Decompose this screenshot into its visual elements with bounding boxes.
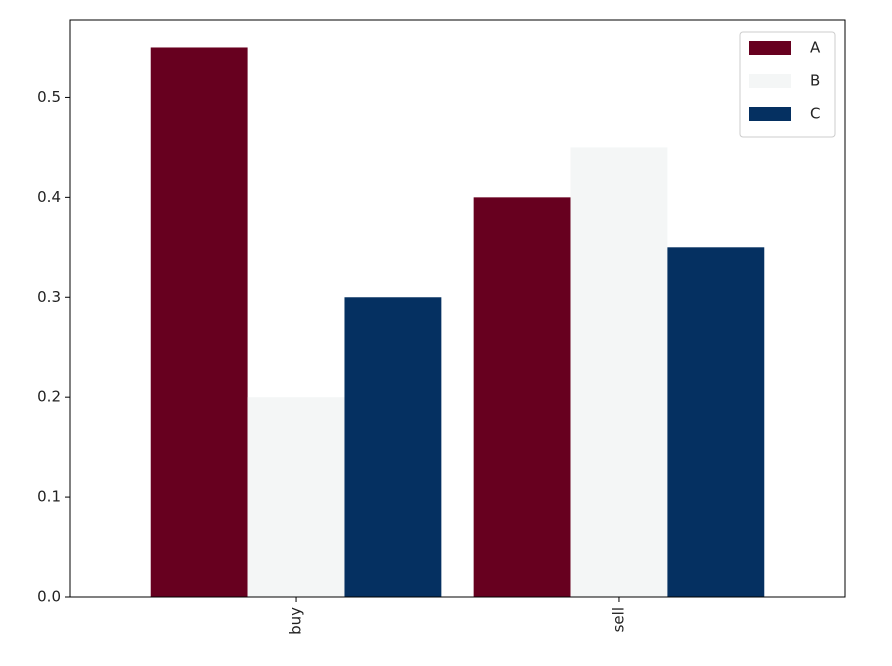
y-tick-label: 0.0 [37,588,61,606]
axes-frame [69,19,846,598]
y-tick-label: 0.2 [37,388,61,406]
bar [344,297,442,597]
legend-label: B [810,72,820,90]
legend-swatch [749,74,791,88]
y-tick-label: 0.5 [37,88,61,106]
y-tick-label: 0.1 [37,488,61,506]
bar [473,197,571,597]
bar [667,247,765,597]
legend-swatch [749,41,791,55]
y-tick-label: 0.3 [37,288,61,306]
bar [247,397,345,597]
x-tick-label: buy [287,607,305,635]
legend-label: A [810,39,821,57]
x-tick-label: sell [609,607,627,632]
bar [570,147,668,597]
legend-swatch [749,107,791,121]
legend-label: C [810,105,820,123]
bar [150,47,248,597]
y-tick-label: 0.4 [37,188,61,206]
